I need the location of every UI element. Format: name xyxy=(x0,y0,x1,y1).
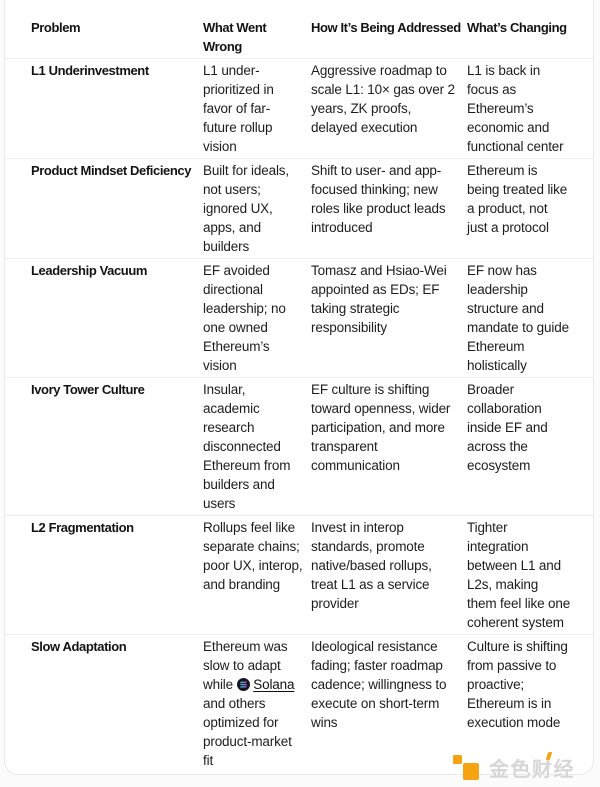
cell-whats-changing: Tighter integration between L1 and L2s, … xyxy=(467,520,571,630)
cell-problem: Leadership Vacuum xyxy=(31,263,148,278)
cell-whats-changing: Culture is shifting from passive to proa… xyxy=(467,639,568,730)
column-header-what-went-wrong: What Went Wrong xyxy=(203,20,267,54)
column-header-whats-changing: What’s Changing xyxy=(467,20,567,35)
table-row: L1 Underinvestment L1 under-prioritized … xyxy=(5,58,593,158)
cell-what-went-wrong: Built for ideals, not users; ignored UX,… xyxy=(203,163,289,254)
cell-how-addressed: Shift to user- and app-focused thinking;… xyxy=(311,163,446,235)
cell-whats-changing: EF now has leadership structure and mand… xyxy=(467,263,569,373)
table-row: Product Mindset Deficiency Built for ide… xyxy=(5,158,593,258)
cell-whats-changing: L1 is back in focus as Ethereum’s econom… xyxy=(467,63,564,154)
golden-finance-logo-icon xyxy=(453,754,480,781)
table-row: Ivory Tower Culture Insular, academic re… xyxy=(5,377,593,515)
cell-what-went-wrong: Rollups feel like separate chains; poor … xyxy=(203,520,303,592)
cell-problem: L2 Fragmentation xyxy=(31,520,134,535)
cell-whats-changing: Ethereum is being treated like a product… xyxy=(467,163,568,235)
table-row: L2 Fragmentation Rollups feel like separ… xyxy=(5,515,593,634)
cell-problem: Product Mindset Deficiency xyxy=(31,163,192,178)
cell-how-addressed: Invest in interop standards, promote nat… xyxy=(311,520,432,611)
cell-how-addressed: Aggressive roadmap to scale L1: 10× gas … xyxy=(311,63,455,135)
cell-what-went-wrong: L1 under-prioritized in favor of far-fut… xyxy=(203,63,274,154)
cell-problem: Ivory Tower Culture xyxy=(31,382,145,397)
solana-link[interactable]: Solana xyxy=(253,677,295,692)
table-header-row: Problem What Went Wrong How It’s Being A… xyxy=(5,16,593,58)
cell-what-went-wrong: Ethereum was slow to adapt while Solana … xyxy=(203,637,311,770)
cell-problem: Slow Adaptation xyxy=(31,639,127,654)
watermark-text: 金色财经 xyxy=(489,757,575,781)
cell-how-addressed: Ideological resistance fading; faster ro… xyxy=(311,639,447,730)
column-header-how-addressed: How It’s Being Addressed xyxy=(311,20,461,35)
cell-whats-changing: Broader collaboration inside EF and acro… xyxy=(467,382,548,473)
text-segment: and others optimized for product-market … xyxy=(203,696,292,768)
watermark: 金色财经 xyxy=(453,752,575,782)
table-row: Slow Adaptation Ethereum was slow to ada… xyxy=(5,634,593,772)
text-segment: Ethereum was slow to adapt while xyxy=(203,639,288,692)
cell-what-went-wrong: Insular, academic research disconnected … xyxy=(203,382,291,511)
cell-what-went-wrong: EF avoided directional leadership; no on… xyxy=(203,263,286,373)
cell-problem: L1 Underinvestment xyxy=(31,63,149,78)
column-header-problem: Problem xyxy=(31,20,81,35)
article-card: Problem What Went Wrong How It’s Being A… xyxy=(4,0,594,781)
table-row: Leadership Vacuum EF avoided directional… xyxy=(5,258,593,377)
cell-how-addressed: EF culture is shifting toward openness, … xyxy=(311,382,451,473)
cell-how-addressed: Tomasz and Hsiao-Wei appointed as EDs; E… xyxy=(311,263,447,335)
comparison-table: Problem What Went Wrong How It’s Being A… xyxy=(5,0,593,772)
solana-icon xyxy=(236,677,250,691)
